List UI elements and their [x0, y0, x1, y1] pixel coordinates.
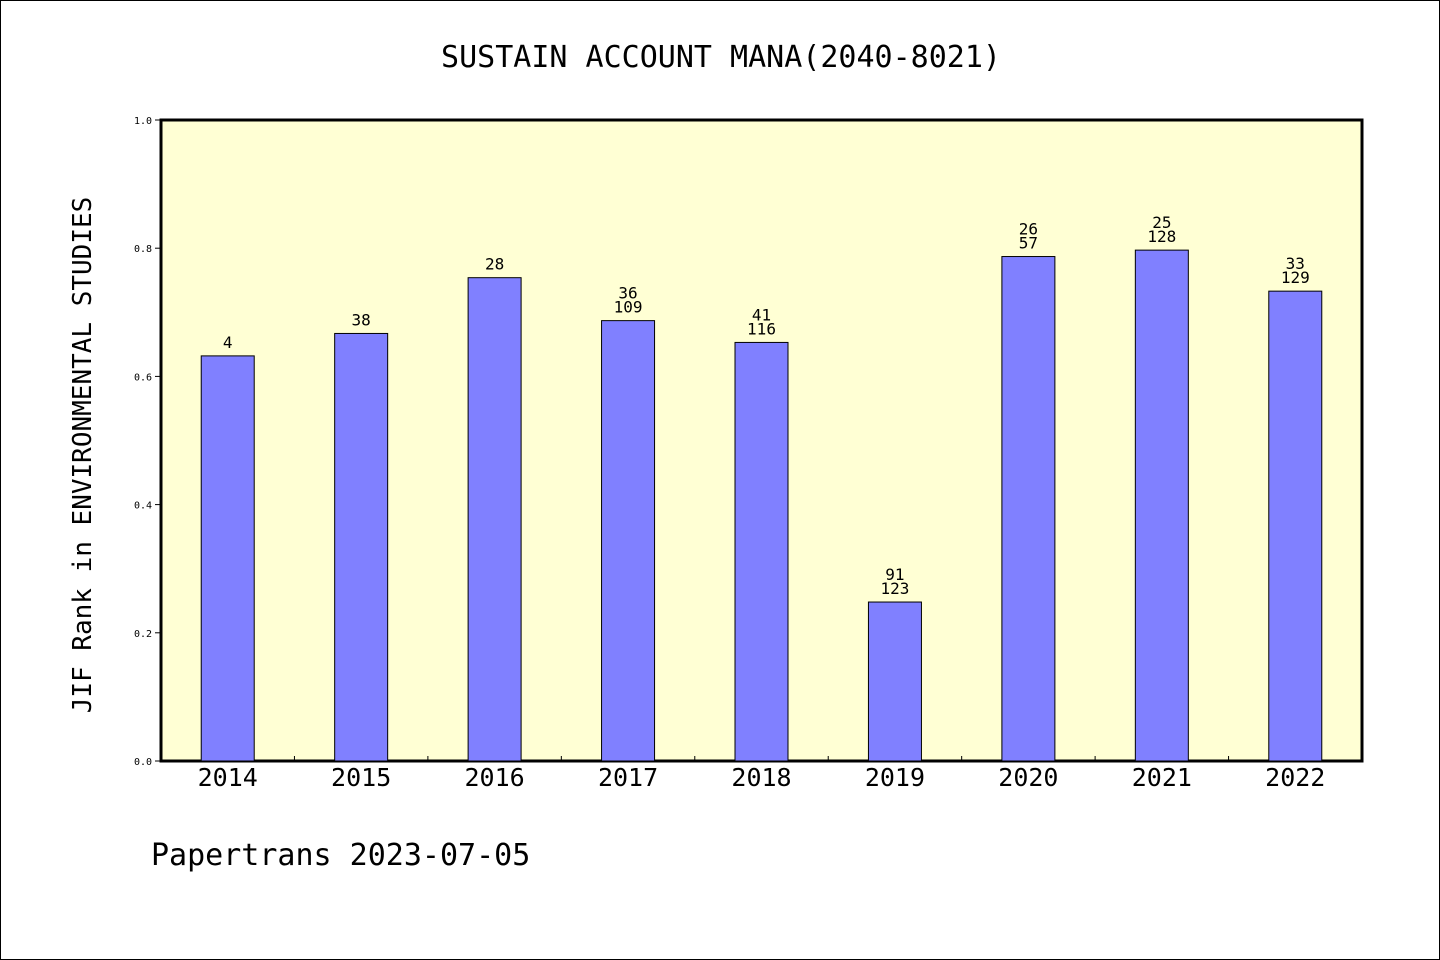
data-label: 28 — [485, 255, 504, 274]
y-tick-label: 1.0 — [134, 116, 152, 127]
bar-2017 — [601, 320, 656, 762]
data-label: 91 — [885, 565, 904, 584]
x-tick-label: 2018 — [731, 763, 791, 792]
footer-note: Papertrans 2023-07-05 — [151, 838, 530, 873]
x-tick-label: 2022 — [1265, 763, 1325, 792]
data-label: 128 — [1147, 227, 1176, 246]
data-label: 36 — [618, 284, 637, 303]
data-label: 129 — [1281, 268, 1310, 287]
data-label: 25 — [1152, 213, 1171, 232]
data-label: 116 — [747, 319, 776, 338]
data-label: 26 — [1019, 220, 1038, 239]
x-tick-label: 2014 — [198, 763, 258, 792]
y-tick-label: 0.6 — [134, 372, 152, 383]
data-label: 57 — [1019, 234, 1038, 253]
x-axis-ticks: 2014 2015 2016 2017 2018 2019 2020 2021 2022 — [198, 756, 1325, 792]
x-tick-label: 2020 — [998, 763, 1058, 792]
x-tick-label: 2019 — [865, 763, 925, 792]
bar-2021 — [1134, 249, 1189, 762]
y-axis-label: JIF Rank in ENVIRONMENTAL STUDIES — [68, 197, 98, 714]
bar-2019 — [867, 601, 922, 762]
bar-2022 — [1268, 290, 1323, 762]
y-tick-label: 0.8 — [134, 244, 152, 255]
bar-2015 — [334, 332, 389, 762]
data-label: 109 — [614, 298, 643, 317]
bar-2014 — [200, 355, 255, 762]
data-label: 33 — [1286, 254, 1305, 273]
y-tick-label: 0.0 — [134, 757, 152, 768]
y-tick-label: 0.4 — [134, 501, 152, 512]
x-tick-label: 2021 — [1132, 763, 1192, 792]
data-label: 41 — [752, 305, 771, 324]
bars — [200, 249, 1323, 762]
y-tick-label: 0.2 — [134, 629, 152, 640]
data-label: 4 — [223, 333, 233, 352]
chart-title: SUSTAIN ACCOUNT MANA(2040-8021) — [441, 40, 1001, 75]
data-label: 38 — [352, 310, 371, 329]
bar-2016 — [467, 277, 522, 762]
bar-2020 — [1001, 256, 1056, 762]
x-tick-label: 2016 — [465, 763, 525, 792]
x-tick-label: 2017 — [598, 763, 658, 792]
y-axis-ticks: 0.0 0.2 0.4 0.6 0.8 1.0 — [134, 116, 161, 768]
x-tick-label: 2015 — [331, 763, 391, 792]
bar-2018 — [734, 341, 789, 762]
data-label: 123 — [880, 579, 909, 598]
